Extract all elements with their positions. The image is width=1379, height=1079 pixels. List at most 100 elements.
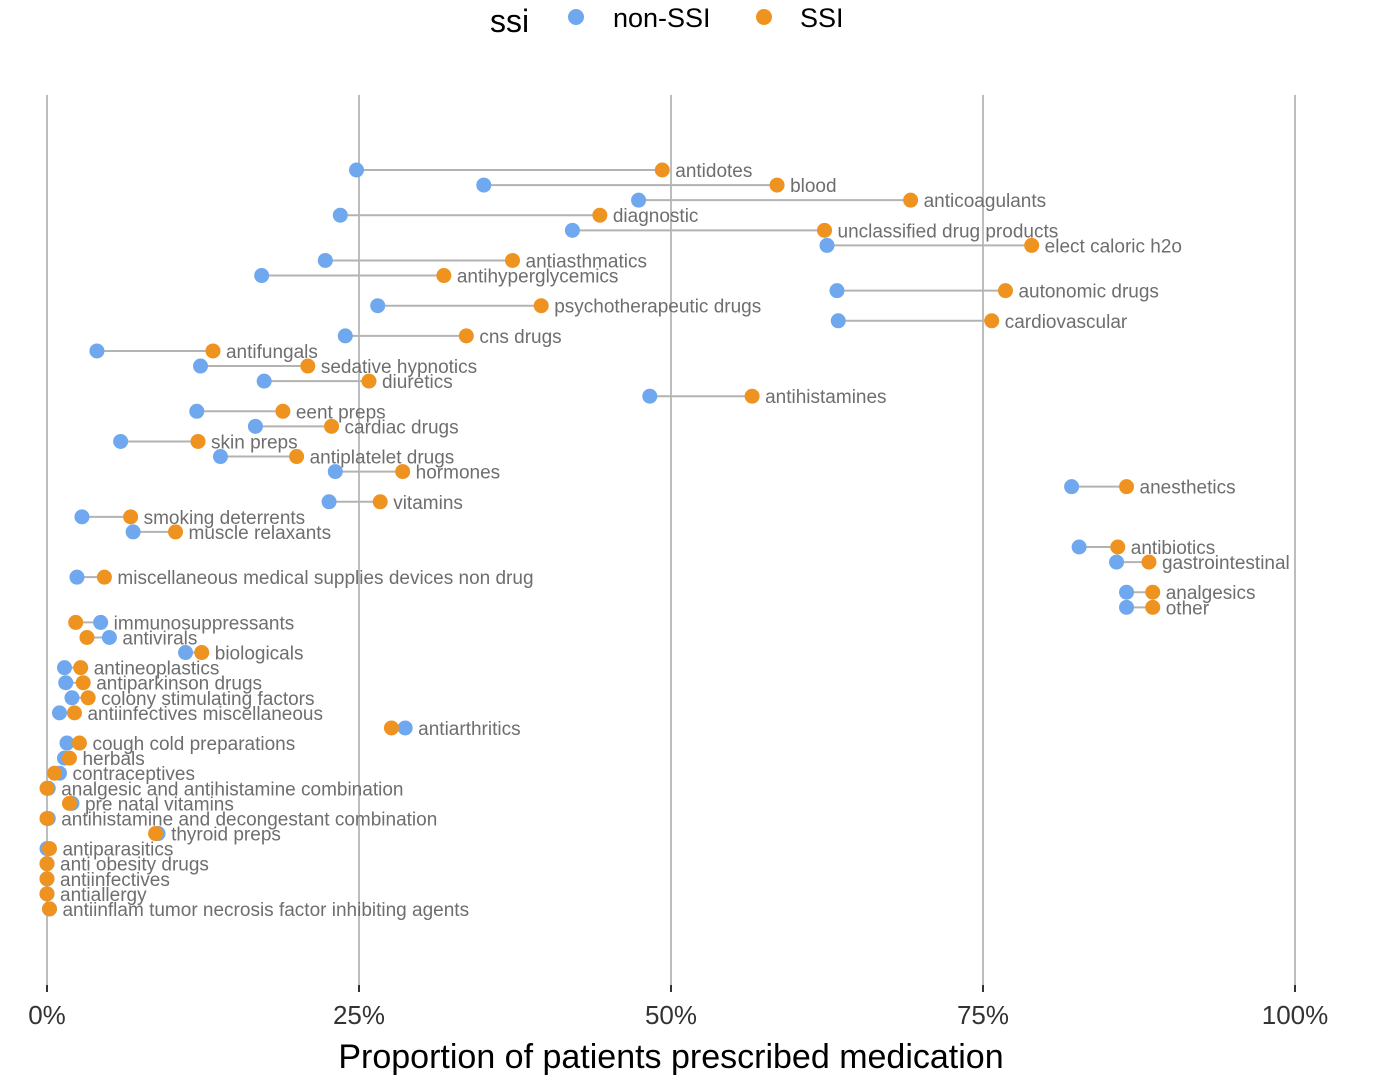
- point-label: antihistamine and decongestant combinati…: [61, 809, 437, 830]
- point-ssi: [984, 313, 1000, 329]
- point-ssi: [275, 403, 291, 419]
- point-non-ssi: [59, 735, 75, 751]
- point-ssi: [372, 494, 388, 510]
- point-non-ssi: [193, 358, 209, 374]
- point-ssi: [79, 629, 95, 645]
- point-ssi: [39, 780, 55, 796]
- x-axis: 0% 25% 50% 75% 100%: [28, 985, 1328, 1030]
- point-non-ssi: [93, 614, 109, 630]
- point-ssi: [361, 373, 377, 389]
- point-ssi: [39, 810, 55, 826]
- point-ssi: [744, 388, 760, 404]
- point-non-ssi: [332, 207, 348, 223]
- point-ssi: [903, 192, 919, 208]
- legend-marker-non-ssi: [568, 9, 584, 25]
- x-tick-label: 50%: [645, 1000, 697, 1030]
- point-ssi: [1119, 479, 1135, 495]
- point-non-ssi: [337, 328, 353, 344]
- point-label: unclassified drug products: [838, 221, 1059, 242]
- point-ssi: [190, 433, 206, 449]
- point-label: antihistamines: [765, 387, 886, 408]
- point-label: contraceptives: [72, 764, 195, 785]
- point-non-ssi: [101, 629, 117, 645]
- point-ssi: [1145, 584, 1161, 600]
- point-non-ssi: [1119, 584, 1135, 600]
- point-label: analgesics: [1166, 583, 1256, 604]
- point-ssi: [654, 162, 670, 178]
- point-non-ssi: [247, 418, 263, 434]
- point-non-ssi: [51, 705, 67, 721]
- point-ssi: [68, 614, 84, 630]
- point-label: other: [1166, 598, 1210, 619]
- point-label: antiplatelet drugs: [310, 448, 455, 469]
- point-label: psychotherapeutic drugs: [554, 297, 761, 318]
- point-non-ssi: [819, 237, 835, 253]
- point-non-ssi: [189, 403, 205, 419]
- point-label: antifungals: [226, 342, 318, 363]
- point-ssi: [41, 841, 57, 857]
- point-ssi: [997, 283, 1013, 299]
- point-non-ssi: [476, 177, 492, 193]
- point-label: anti obesity drugs: [60, 855, 209, 876]
- point-ssi: [39, 886, 55, 902]
- point-non-ssi: [89, 343, 105, 359]
- point-ssi: [592, 207, 608, 223]
- point-label: antiallergy: [60, 885, 147, 906]
- point-non-ssi: [58, 675, 74, 691]
- point-ssi: [324, 418, 340, 434]
- point-label: pre natal vitamins: [85, 794, 234, 815]
- point-ssi: [39, 856, 55, 872]
- point-label: eent preps: [296, 402, 386, 423]
- point-non-ssi: [317, 252, 333, 268]
- point-non-ssi: [829, 283, 845, 299]
- point-non-ssi: [69, 569, 85, 585]
- gridlines: [46, 95, 1296, 985]
- segments: [47, 169, 1153, 850]
- point-ssi: [436, 268, 452, 284]
- point-label: antiparasitics: [62, 840, 173, 861]
- point-label: antivirals: [122, 628, 197, 649]
- point-label: biologicals: [215, 644, 304, 665]
- point-non-ssi: [212, 449, 228, 465]
- point-ssi: [194, 645, 210, 661]
- point-label: diagnostic: [613, 206, 699, 227]
- point-ssi: [769, 177, 785, 193]
- point-non-ssi: [830, 313, 846, 329]
- x-tick-label: 25%: [333, 1000, 385, 1030]
- point-label: gastrointestinal: [1162, 553, 1290, 574]
- point-labels: antidotes blood anticoagulants diagnostic un…: [60, 161, 1290, 921]
- point-non-ssi: [327, 464, 343, 480]
- point-non-ssi: [254, 268, 270, 284]
- point-non-ssi: [564, 222, 580, 238]
- point-label: skin preps: [211, 432, 298, 453]
- point-ssi: [168, 524, 184, 540]
- point-non-ssi: [370, 298, 386, 314]
- point-ssi: [71, 735, 87, 751]
- point-label: thyroid preps: [171, 825, 281, 846]
- point-label: sedative hypnotics: [321, 357, 477, 378]
- point-label: autonomic drugs: [1018, 282, 1158, 303]
- point-ssi: [80, 690, 96, 706]
- point-label: cns drugs: [479, 327, 561, 348]
- point-ssi: [533, 298, 549, 314]
- point-label: antiasthmatics: [526, 251, 647, 272]
- legend-label-ssi: SSI: [800, 3, 844, 33]
- point-ssi: [1141, 554, 1157, 570]
- point-non-ssi: [321, 494, 337, 510]
- point-ssi: [66, 705, 82, 721]
- point-non-ssi: [256, 373, 272, 389]
- point-label: antiarthritics: [418, 719, 520, 740]
- point-ssi: [96, 569, 112, 585]
- point-ssi: [383, 720, 399, 736]
- point-non-ssi: [178, 645, 194, 661]
- point-ssi: [41, 901, 57, 917]
- point-label: smoking deterrents: [144, 508, 306, 529]
- point-ssi: [300, 358, 316, 374]
- legend-label-non-ssi: non-SSI: [613, 3, 711, 33]
- x-axis-title: Proportion of patients prescribed medica…: [338, 1038, 1003, 1076]
- point-label: diuretics: [382, 372, 453, 393]
- point-label: elect caloric h2o: [1045, 236, 1182, 257]
- x-tick-label: 100%: [1262, 1000, 1329, 1030]
- point-label: muscle relaxants: [189, 523, 332, 544]
- point-non-ssi: [349, 162, 365, 178]
